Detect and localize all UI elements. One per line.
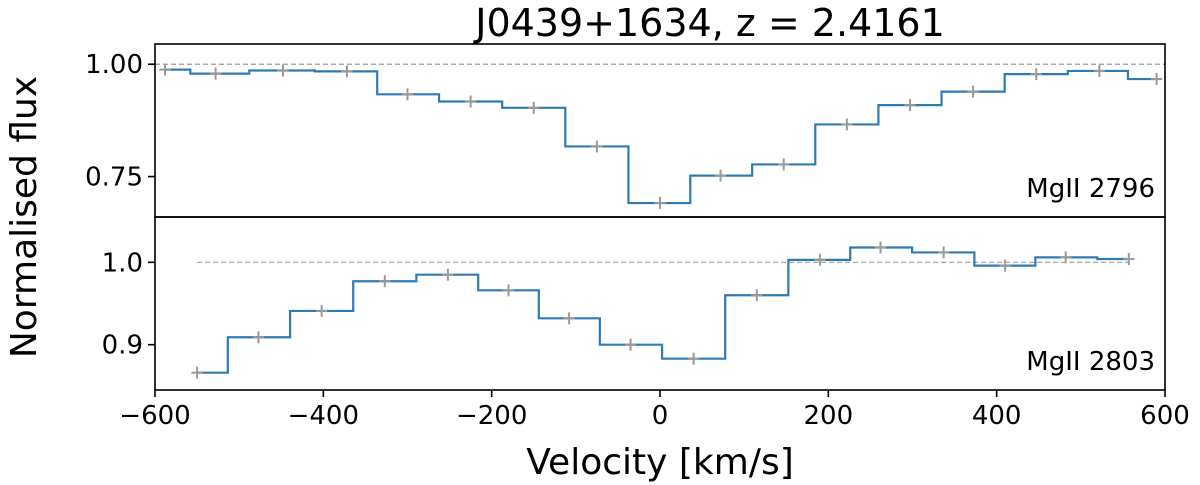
data-point-marker — [1123, 253, 1135, 266]
data-point-marker — [502, 284, 515, 297]
x-tick-label: 600 — [1140, 401, 1190, 431]
data-point-marker — [687, 352, 700, 365]
data-point-marker — [778, 158, 790, 171]
data-point-marker — [401, 88, 414, 101]
flux-step-line — [197, 246, 1129, 374]
data-point-marker — [315, 304, 328, 317]
data-point-marker — [464, 95, 477, 108]
data-point-marker — [937, 246, 950, 259]
y-tick-label: 1.0 — [102, 248, 143, 278]
data-point-marker — [654, 197, 666, 210]
panel-frame-bottom — [154, 216, 1166, 391]
data-point-marker — [159, 63, 171, 76]
data-point-marker — [528, 101, 540, 114]
data-point-marker — [814, 253, 826, 266]
x-tick-label: −600 — [119, 401, 190, 431]
x-axis-ticks: −600 −400 −200 0 200 400 600 — [119, 390, 1190, 431]
flux-step-line — [165, 68, 1157, 205]
x-tick-label: −200 — [456, 401, 527, 431]
data-point-marker — [277, 64, 289, 77]
data-point-marker — [751, 289, 763, 302]
panel-label: MgII 2803 — [1026, 347, 1155, 377]
data-point-marker — [591, 140, 603, 153]
y-axis-label: Normalised flux — [4, 76, 45, 358]
x-tick-label: −400 — [288, 401, 359, 431]
data-point-marker — [874, 241, 887, 254]
y-tick-label: 0.75 — [85, 163, 143, 193]
data-point-marker — [442, 268, 454, 281]
chart-title: J0439+1634, z = 2.4161 — [473, 1, 945, 45]
data-point-marker — [1060, 251, 1072, 264]
data-point-marker — [191, 366, 203, 379]
y-tick-label: 1.00 — [85, 50, 143, 80]
data-point-marker — [209, 67, 222, 80]
data-point-marker — [624, 338, 637, 351]
data-point-marker — [714, 169, 727, 182]
data-point-marker — [904, 99, 916, 112]
data-point-marker — [379, 275, 391, 288]
data-point-marker — [967, 85, 979, 98]
data-point-marker — [1093, 64, 1106, 77]
data-point-marker — [341, 65, 353, 78]
data-point-marker — [1030, 68, 1042, 81]
data-point-marker — [252, 331, 265, 344]
data-point-marker — [841, 118, 853, 131]
panel-label: MgII 2796 — [1026, 174, 1155, 204]
data-point-marker — [1150, 73, 1163, 86]
x-tick-label: 0 — [652, 401, 669, 431]
data-point-marker — [999, 259, 1011, 272]
x-axis-label: Velocity [km/s] — [526, 442, 794, 483]
panel-mgii-2803: 0.9 1.0 MgII 2803 — [102, 241, 1155, 379]
y-tick-label: 0.9 — [102, 331, 143, 361]
data-point-marker — [563, 312, 575, 325]
x-tick-label: 400 — [972, 401, 1022, 431]
x-tick-label: 200 — [804, 401, 854, 431]
panel-mgii-2796: 0.75 1.00 MgII 2796 — [85, 50, 1165, 210]
